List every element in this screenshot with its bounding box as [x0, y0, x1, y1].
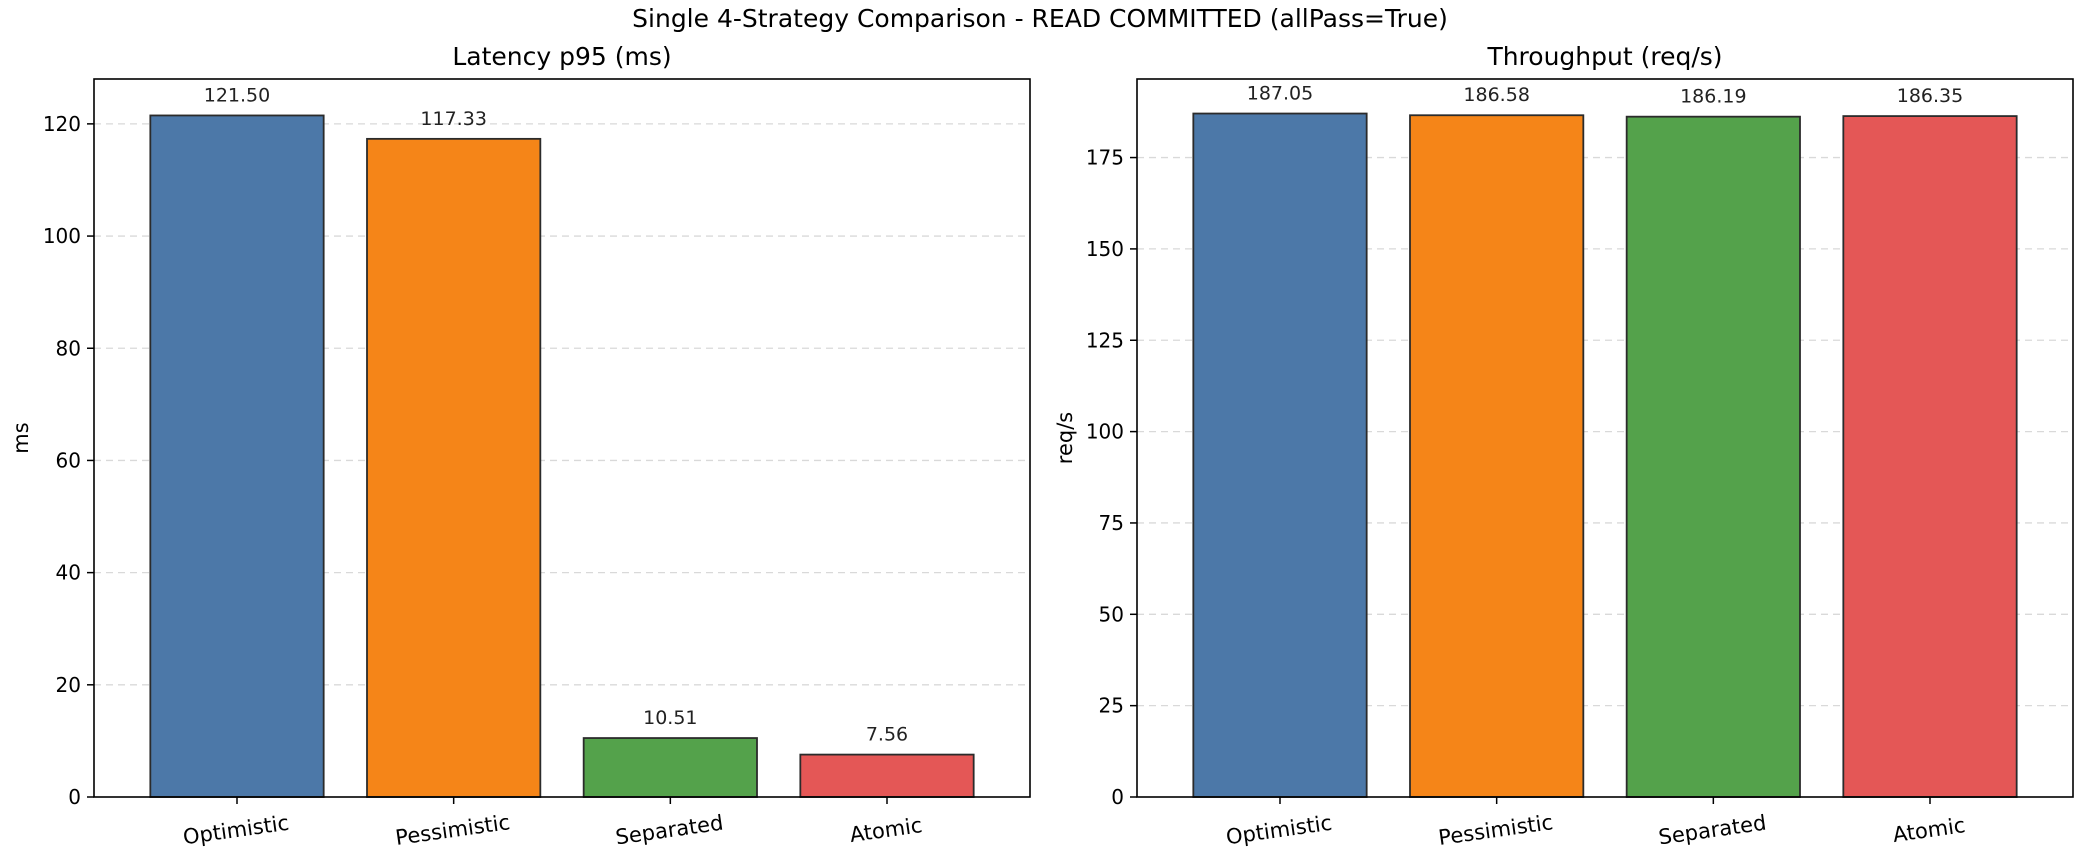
- bar-value-label: 10.51: [643, 707, 697, 729]
- latency-chart-panel: 121.50 117.33 10.51 7.56 0 20 40 60 80 100 120 Opti…: [9, 42, 1031, 850]
- y-tick-label: 60: [56, 448, 81, 472]
- axes-frame: [1136, 78, 2074, 798]
- chart-title: Latency p95 (ms): [452, 42, 671, 71]
- y-tick-label: 175: [1086, 146, 1124, 170]
- y-axis-label: ms: [9, 422, 33, 453]
- bar-atomic: [1842, 115, 2018, 798]
- bar-value-label: 186.58: [1463, 84, 1529, 106]
- x-tick-label: Atomic: [1891, 813, 1967, 847]
- y-tick-label: 150: [1086, 237, 1124, 261]
- y-tick-label: 20: [56, 673, 81, 697]
- x-tick-label: Optimistic: [1224, 811, 1333, 850]
- y-tick-label: 0: [68, 785, 81, 809]
- x-tick-label: Atomic: [848, 813, 924, 847]
- x-tick-label: Separated: [1657, 811, 1768, 850]
- bar-optimistic: [1192, 112, 1368, 798]
- x-tick-label: Optimistic: [181, 811, 290, 850]
- bar-value-label: 121.50: [204, 84, 270, 106]
- bar-separated: [1625, 115, 1801, 798]
- bar-atomic: [799, 753, 975, 798]
- bar-separated: [582, 737, 758, 798]
- axes-frame: [93, 78, 1031, 798]
- x-tick-label: Separated: [614, 811, 725, 850]
- chart-title: Throughput (req/s): [1486, 42, 1722, 71]
- y-axis-label: req/s: [1053, 412, 1077, 464]
- bar-value-label: 186.19: [1680, 86, 1746, 108]
- bar-value-label: 186.35: [1897, 85, 1963, 107]
- y-tick-label: 40: [56, 561, 81, 585]
- y-tick-label: 80: [56, 336, 81, 360]
- y-tick-label: 100: [43, 224, 81, 248]
- x-tick-label: Pessimistic: [1437, 810, 1555, 850]
- y-tick-label: 125: [1086, 328, 1124, 352]
- y-tick-label: 100: [1086, 420, 1124, 444]
- bar-value-label: 117.33: [420, 108, 486, 130]
- y-tick-label: 75: [1099, 511, 1124, 535]
- y-tick-label: 25: [1099, 694, 1124, 718]
- bar-pessimistic: [1409, 114, 1585, 798]
- y-tick-label: 0: [1111, 785, 1124, 809]
- bar-optimistic: [149, 114, 325, 798]
- bar-value-label: 7.56: [866, 724, 908, 746]
- figure-title: Single 4-Strategy Comparison - READ COMM…: [632, 4, 1448, 33]
- throughput-chart-panel: 187.05 186.58 186.19 186.35 0 25 50 75 100 125 150…: [1053, 42, 2074, 850]
- bar-pessimistic: [366, 137, 542, 798]
- bar-value-label: 187.05: [1247, 83, 1313, 105]
- y-tick-label: 120: [43, 112, 81, 136]
- y-tick-label: 50: [1099, 602, 1124, 626]
- x-tick-label: Pessimistic: [394, 810, 512, 850]
